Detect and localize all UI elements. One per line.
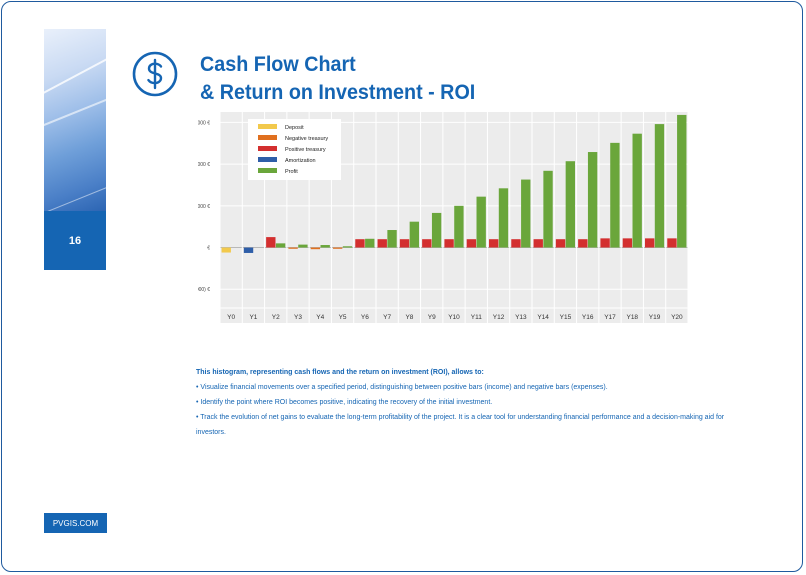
bar-positive-treasury [399, 239, 410, 248]
bar-profit [387, 230, 397, 248]
bar-profit [498, 188, 509, 248]
bar-positive-treasury [667, 238, 677, 248]
bar-negative-treasury [288, 247, 298, 249]
bar-positive-treasury [466, 239, 477, 248]
bar-profit [454, 205, 464, 248]
y-tick-label: (10,000) € [198, 287, 210, 293]
bar-profit [365, 238, 375, 248]
x-tick-label: Y12 [493, 314, 505, 321]
page-number: 16 [44, 211, 106, 270]
legend-swatch [258, 168, 277, 173]
x-tick-label: Y9 [428, 314, 436, 321]
x-tick-label: Y17 [604, 314, 616, 321]
bar-positive-treasury [377, 239, 387, 248]
description-lead: This histogram, representing cash flows … [196, 369, 484, 376]
legend-label: Negative treasury [285, 136, 328, 142]
description-bullet: • Identify the point where ROI becomes p… [196, 399, 493, 406]
bar-deposit [221, 247, 231, 253]
x-tick-label: Y15 [560, 314, 572, 321]
bar-profit [476, 196, 486, 248]
bar-positive-treasury [578, 239, 588, 248]
legend-swatch [258, 146, 277, 151]
x-tick-label: Y6 [361, 314, 369, 321]
description-bullet: • Track the evolution of net gains to ev… [196, 414, 725, 436]
bar-profit [275, 243, 286, 248]
bar-negative-treasury [310, 247, 321, 250]
page-title: Cash Flow Chart & Return on Investment -… [200, 51, 493, 107]
legend-swatch [258, 124, 277, 129]
legend-swatch [258, 157, 277, 162]
description-bullet: • Visualize financial movements over a s… [196, 384, 608, 391]
legend-swatch [258, 135, 277, 140]
legend-label: Profit [285, 169, 298, 175]
y-tick-label: 20,000 € [198, 162, 210, 168]
brand-label[interactable]: PVGIS.COM [44, 513, 107, 533]
title-line-1: Cash Flow Chart [200, 53, 356, 76]
x-tick-label: Y4 [316, 314, 324, 321]
bar-profit [409, 221, 420, 248]
bar-profit [587, 152, 598, 248]
y-tick-label: 10,000 € [198, 204, 210, 210]
legend-label: Deposit [285, 125, 304, 131]
bar-positive-treasury [422, 239, 432, 248]
y-tick-label: € [207, 246, 210, 252]
legend-label: Positive treasury [285, 147, 326, 153]
bar-positive-treasury [644, 238, 655, 248]
x-tick-label: Y10 [448, 314, 460, 321]
bar-positive-treasury [355, 239, 365, 248]
title-line-2: & Return on Investment - ROI [200, 81, 476, 104]
x-tick-label: Y16 [582, 314, 594, 321]
x-tick-label: Y5 [339, 314, 347, 321]
bar-profit [543, 170, 553, 248]
y-tick-label: 30,000 € [198, 120, 210, 126]
bar-profit [632, 133, 642, 248]
legend-label: Amortization [285, 158, 316, 164]
bar-profit [654, 124, 665, 248]
cash-flow-chart: 30,000 € 20,000 € 10,000 € € (10,000) € Y0 Y1 Y… [198, 112, 689, 323]
x-tick-label: Y20 [671, 314, 683, 321]
dollar-circle-icon [132, 51, 178, 97]
bar-profit [431, 212, 442, 248]
x-tick-label: Y13 [515, 314, 527, 321]
description-block: This histogram, representing cash flows … [196, 365, 756, 440]
x-tick-label: Y0 [227, 314, 235, 321]
decorative-side-image [44, 29, 106, 211]
x-tick-label: Y14 [537, 314, 549, 321]
x-tick-label: Y7 [383, 314, 391, 321]
bar-positive-treasury [444, 239, 454, 248]
bar-positive-treasury [533, 239, 543, 248]
bar-positive-treasury [600, 238, 610, 248]
x-tick-label: Y3 [294, 314, 302, 321]
bar-profit [610, 142, 620, 248]
bar-profit [320, 245, 330, 248]
bar-profit [298, 244, 308, 248]
x-tick-label: Y18 [626, 314, 638, 321]
x-tick-label: Y8 [405, 314, 413, 321]
bar-amortization [243, 247, 254, 253]
x-tick-label: Y1 [249, 314, 257, 321]
x-tick-label: Y11 [471, 314, 482, 321]
bar-negative-treasury [332, 247, 343, 249]
bar-positive-treasury [622, 238, 633, 248]
bar-positive-treasury [266, 237, 276, 248]
bar-positive-treasury [488, 239, 499, 248]
x-tick-label: Y19 [649, 314, 661, 321]
bar-profit [342, 246, 353, 248]
x-tick-label: Y2 [272, 314, 280, 321]
bar-positive-treasury [555, 239, 566, 248]
bar-profit [521, 179, 531, 248]
bar-profit [565, 161, 576, 248]
bar-profit [677, 114, 687, 248]
bar-positive-treasury [511, 239, 521, 248]
